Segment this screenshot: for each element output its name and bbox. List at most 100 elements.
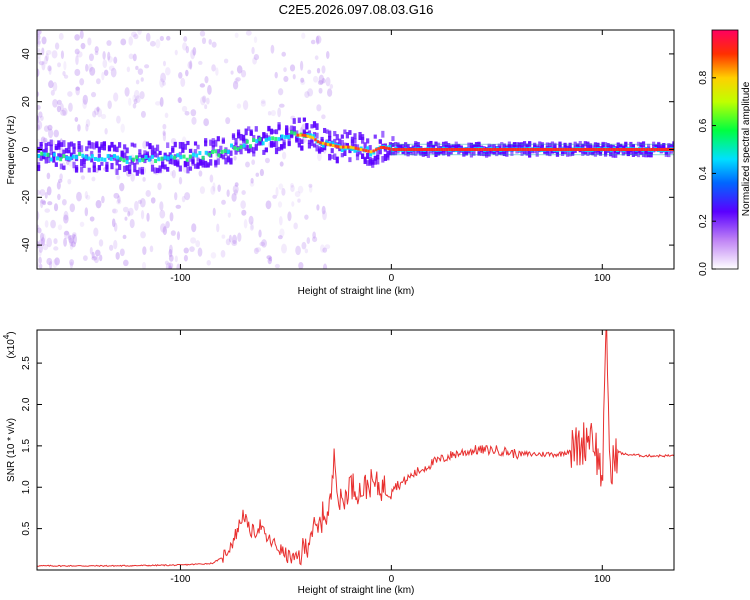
spectrogram-band-cell	[366, 160, 370, 166]
spectrogram-noise-cell	[74, 34, 80, 41]
spectrogram-band-cell	[621, 145, 625, 150]
spectrogram-ridge-cell	[359, 148, 363, 151]
spectrogram-band-cell	[90, 150, 94, 156]
spectrogram-noise-cell	[200, 96, 206, 106]
spectrogram-ridge-cell	[450, 148, 454, 151]
spectrogram-band-cell	[647, 150, 651, 158]
spectrogram-band-cell	[345, 132, 349, 139]
spectrogram-core-cell	[71, 154, 75, 159]
spectrogram-band-cell	[358, 135, 362, 140]
spectrogram-noise-cell	[57, 193, 61, 201]
spectrogram-band-cell	[216, 158, 220, 165]
spectrogram-ridge-cell	[483, 148, 487, 151]
spectrogram-ridge-cell	[321, 141, 325, 145]
x-tick-label: -100	[170, 574, 190, 585]
snr-exponent-close: )	[6, 331, 17, 334]
spectrogram-ridge-cell	[607, 148, 611, 151]
spectrogram-noise-cell	[135, 95, 141, 103]
spectrogram-band-cell	[378, 148, 382, 155]
spectrogram-band-cell	[548, 142, 552, 148]
spectrogram-noise-cell	[250, 177, 254, 184]
spectrogram-ridge-cell	[587, 148, 591, 151]
spectrogram-noise-cell	[94, 249, 101, 257]
spectrogram-noise-cell	[293, 222, 298, 230]
spectrogram-noise-cell	[183, 247, 189, 254]
spectrogram-noise-cell	[274, 263, 280, 269]
spectrogram-band-cell	[249, 129, 253, 136]
spectrogram-core-cell	[59, 157, 63, 162]
spectrogram-noise-cell	[96, 108, 102, 118]
spectrogram-noise-cell	[290, 183, 294, 188]
spectrogram-band-cell	[586, 142, 590, 149]
spectrogram-band-cell	[667, 150, 671, 158]
spectrogram-noise-cell	[77, 124, 81, 132]
colorbar-ticks: 0.0 0.2 0.4 0.6 0.8	[698, 70, 716, 276]
spectrogram-ridge-cell	[536, 148, 540, 151]
spectrogram-noise-cell	[291, 201, 295, 207]
spectrogram-core-cell	[135, 155, 139, 160]
spectrogram-band-cell	[588, 150, 592, 155]
spectrogram-noise-cell	[101, 195, 105, 204]
spectrogram-band-cell	[85, 146, 89, 152]
spectrogram-core-cell	[87, 156, 91, 161]
spectrogram-noise-cell	[211, 41, 217, 48]
spectrogram-noise-cell	[79, 30, 84, 40]
spectrogram-band-cell	[39, 141, 43, 147]
spectrogram-noise-cell	[41, 60, 46, 71]
spectrogram-noise-cell	[38, 239, 44, 246]
spectrogram-ridge-cell	[460, 148, 464, 151]
spectrogram-ridge-cell	[336, 145, 340, 149]
spectrogram-noise-cell	[165, 262, 172, 269]
y-tick-label: 2.0	[21, 397, 32, 411]
spectrogram-noise-cell	[255, 247, 262, 253]
spectrogram-ridge-cell	[379, 145, 383, 149]
spectrogram-band-cell	[77, 141, 81, 146]
spectrogram-band-cell	[193, 141, 198, 146]
spectrogram-noise-cell	[50, 89, 55, 96]
spectrogram-noise-cell	[37, 138, 40, 144]
spectrogram-noise-cell	[300, 77, 305, 83]
spectrogram-band-cell	[525, 143, 529, 150]
spectrogram-noise-cell	[45, 53, 49, 62]
spectrogram-band-cell	[479, 151, 484, 156]
spectrogram-band-cell	[436, 151, 441, 156]
spectrogram-band-cell	[229, 159, 233, 164]
spectrogram-noise-cell	[37, 189, 41, 196]
spectrogram-band-cell	[80, 159, 84, 166]
spectrogram-band-cell	[155, 167, 160, 174]
spectrogram-band-cell	[505, 150, 509, 157]
spectrogram-band-cell	[348, 130, 352, 135]
spectrogram-noise-cell	[253, 36, 258, 43]
spectrogram-ridge-cell	[643, 148, 646, 151]
spectrogram-band-cell	[115, 158, 119, 166]
spectrogram-band-cell	[82, 156, 86, 163]
spectrogram-noise-cell	[249, 224, 254, 231]
spectrogram-core-cell	[274, 136, 278, 141]
spectrogram-core-cell	[229, 143, 233, 148]
spectrogram-band-cell	[62, 165, 66, 170]
spectrogram-noise-cell	[168, 254, 174, 262]
spectrogram-band-cell	[257, 140, 261, 146]
spectrogram-noise-cell	[225, 238, 231, 246]
y-tick-label: -40	[21, 237, 32, 252]
spectrogram-band-cell	[406, 144, 410, 149]
spectrogram-noise-cell	[281, 188, 286, 196]
spectrogram-core-cell	[192, 152, 196, 157]
spectrogram-band-cell	[611, 150, 615, 158]
spectrogram-noise-cell	[235, 77, 241, 82]
spectrogram-band-cell	[649, 150, 653, 158]
spectrogram-ridge-cell	[584, 148, 588, 151]
spectrogram-noise-cell	[162, 60, 166, 67]
spectrogram-core-cell	[331, 141, 335, 146]
spectrogram-band-cell	[102, 141, 107, 146]
spectrogram-band-cell	[416, 142, 420, 149]
spectrogram-band-cell	[373, 155, 377, 161]
spectrogram-band-cell	[234, 137, 238, 145]
spectrogram-band-cell	[77, 145, 81, 152]
spectrogram-noise-cell	[37, 91, 40, 97]
spectrogram-band-cell	[444, 149, 448, 155]
spectrogram-band-cell	[140, 154, 144, 161]
spectrogram-band-cell	[59, 142, 63, 147]
spectrogram-noise-cell	[91, 256, 98, 261]
spectrogram-band-cell	[652, 144, 656, 150]
